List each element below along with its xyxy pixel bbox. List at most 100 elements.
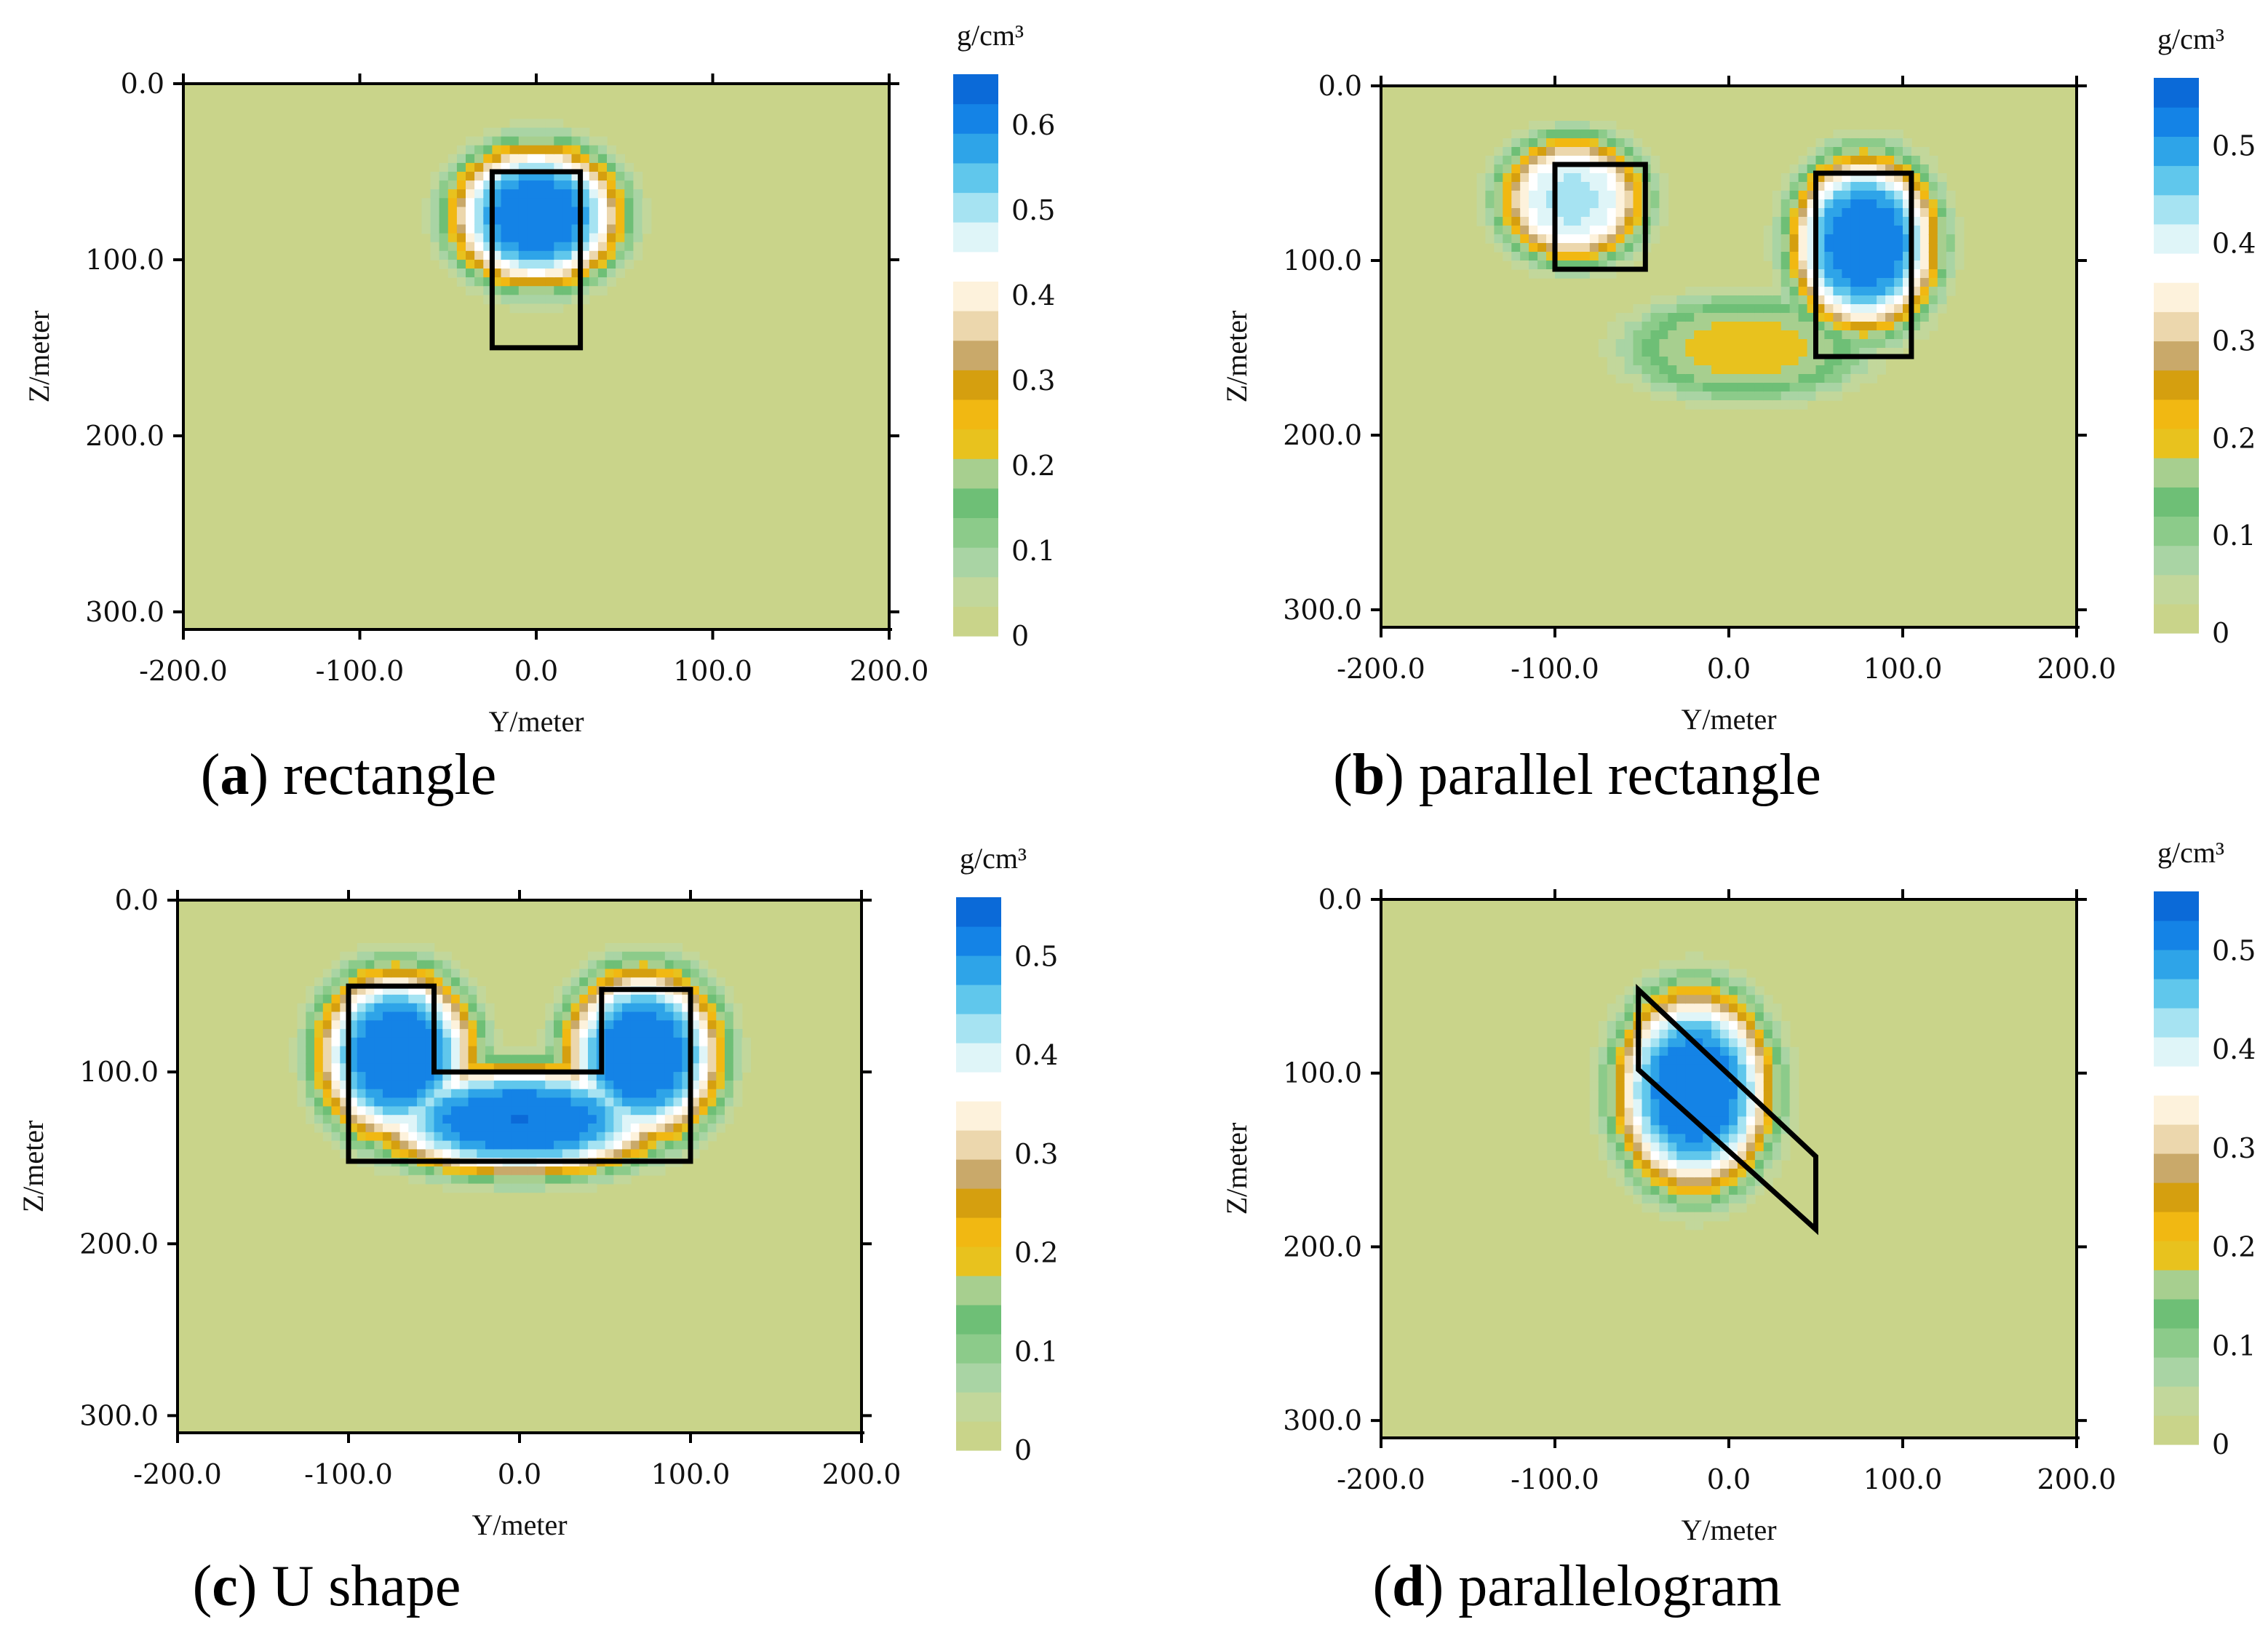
density-cell: [580, 136, 590, 146]
density-cell: [1564, 208, 1573, 218]
density-cell: [589, 233, 599, 243]
density-cell: [1919, 234, 1930, 244]
density-cell: [528, 1046, 538, 1056]
density-cell: [1772, 383, 1782, 392]
density-cell: [322, 1115, 333, 1124]
density-cell: [1650, 1099, 1660, 1109]
density-cell: [1624, 1151, 1634, 1161]
density-cell: [383, 1140, 392, 1150]
density-cell: [1919, 147, 1930, 156]
density-cell: [1789, 173, 1799, 183]
density-cell: [1720, 348, 1730, 357]
density-cell: [520, 1089, 529, 1099]
density-cell: [451, 1166, 461, 1176]
density-cell: [1607, 1038, 1617, 1048]
density-cell: [1676, 313, 1687, 322]
density-cell: [1624, 357, 1634, 366]
y-tick-label: 100.0: [85, 244, 164, 276]
density-cell: [1685, 1212, 1695, 1222]
density-cell: [1703, 1142, 1712, 1152]
density-cell: [597, 162, 608, 172]
density-cell: [1711, 1177, 1721, 1187]
density-cell: [1763, 1046, 1773, 1057]
density-cell: [459, 1115, 469, 1124]
density-cell: [1754, 304, 1764, 314]
density-cell: [314, 1046, 324, 1056]
density-cell: [408, 1080, 418, 1090]
density-cell: [1668, 1177, 1678, 1187]
density-cell: [1763, 1151, 1773, 1161]
density-cell: [383, 1046, 392, 1056]
density-cell: [306, 1072, 315, 1081]
density-cell: [1703, 1169, 1712, 1178]
density-cell: [1633, 383, 1643, 392]
density-cell: [1850, 322, 1861, 331]
density-cell: [1659, 391, 1669, 401]
density-cell: [1711, 287, 1721, 296]
density-cell: [502, 1124, 512, 1133]
density-cell: [1485, 234, 1495, 244]
density-cell: [1937, 287, 1947, 296]
density-cell: [1685, 1003, 1695, 1013]
density-cell: [1694, 1134, 1703, 1143]
density-cell: [1720, 357, 1730, 366]
density-cell: [725, 1020, 734, 1030]
density-cell: [1850, 269, 1861, 279]
density-cell: [1850, 295, 1861, 305]
density-cell: [554, 1054, 563, 1065]
density-cell: [1746, 1064, 1756, 1074]
density-cell: [1833, 322, 1843, 331]
density-cell: [1607, 348, 1617, 357]
density-cell: [562, 1011, 572, 1022]
density-cell: [699, 1132, 709, 1142]
density-cell: [468, 1046, 478, 1056]
density-cell: [439, 233, 449, 243]
density-cell: [451, 1183, 461, 1193]
density-cell: [562, 1140, 572, 1150]
density-cell: [1919, 173, 1930, 183]
density-cell: [1598, 339, 1608, 349]
density-cell: [493, 1097, 504, 1108]
density-cell: [622, 1029, 632, 1038]
density-cell: [1807, 147, 1817, 156]
density-cell: [1780, 1108, 1791, 1118]
density-cell: [1598, 1090, 1608, 1100]
density-cell: [1824, 374, 1834, 383]
density-cell: [1763, 287, 1773, 296]
density-cell: [716, 1037, 725, 1047]
density-cell: [656, 1054, 666, 1065]
density-cell: [1633, 1185, 1643, 1196]
density-cell: [607, 259, 616, 269]
density-cell: [331, 1003, 341, 1013]
density-cell: [502, 1046, 512, 1056]
density-cell: [597, 189, 608, 199]
density-cell: [673, 1132, 683, 1142]
caption-text-d: parallelogram: [1444, 1554, 1782, 1618]
density-cell: [1737, 995, 1747, 1004]
density-cell: [477, 1029, 486, 1038]
density-cell: [1624, 1003, 1634, 1013]
density-cell: [391, 1132, 401, 1142]
density-cell: [1729, 1169, 1738, 1178]
density-cell: [622, 1115, 632, 1124]
density-cell: [1842, 383, 1852, 392]
density-cell: [430, 250, 440, 261]
density-cell: [383, 1149, 392, 1158]
density-cell: [605, 1149, 615, 1158]
density-cell: [570, 1115, 581, 1124]
density-cell: [399, 960, 410, 970]
density-cell: [554, 1003, 563, 1013]
density-cell: [477, 1046, 486, 1056]
density-cell: [1859, 208, 1869, 218]
colorbar-tick-label: 0.4: [1014, 1039, 1058, 1071]
density-cell: [588, 986, 597, 995]
density-cell: [485, 1003, 495, 1013]
density-cell: [456, 145, 466, 155]
density-cell: [1607, 322, 1617, 331]
colorbar-swatch: [2154, 921, 2199, 950]
density-cell: [1737, 977, 1747, 987]
density-cell: [527, 295, 537, 305]
density-cell: [699, 1072, 709, 1081]
density-cell: [1729, 313, 1738, 322]
density-cell: [639, 1097, 649, 1108]
